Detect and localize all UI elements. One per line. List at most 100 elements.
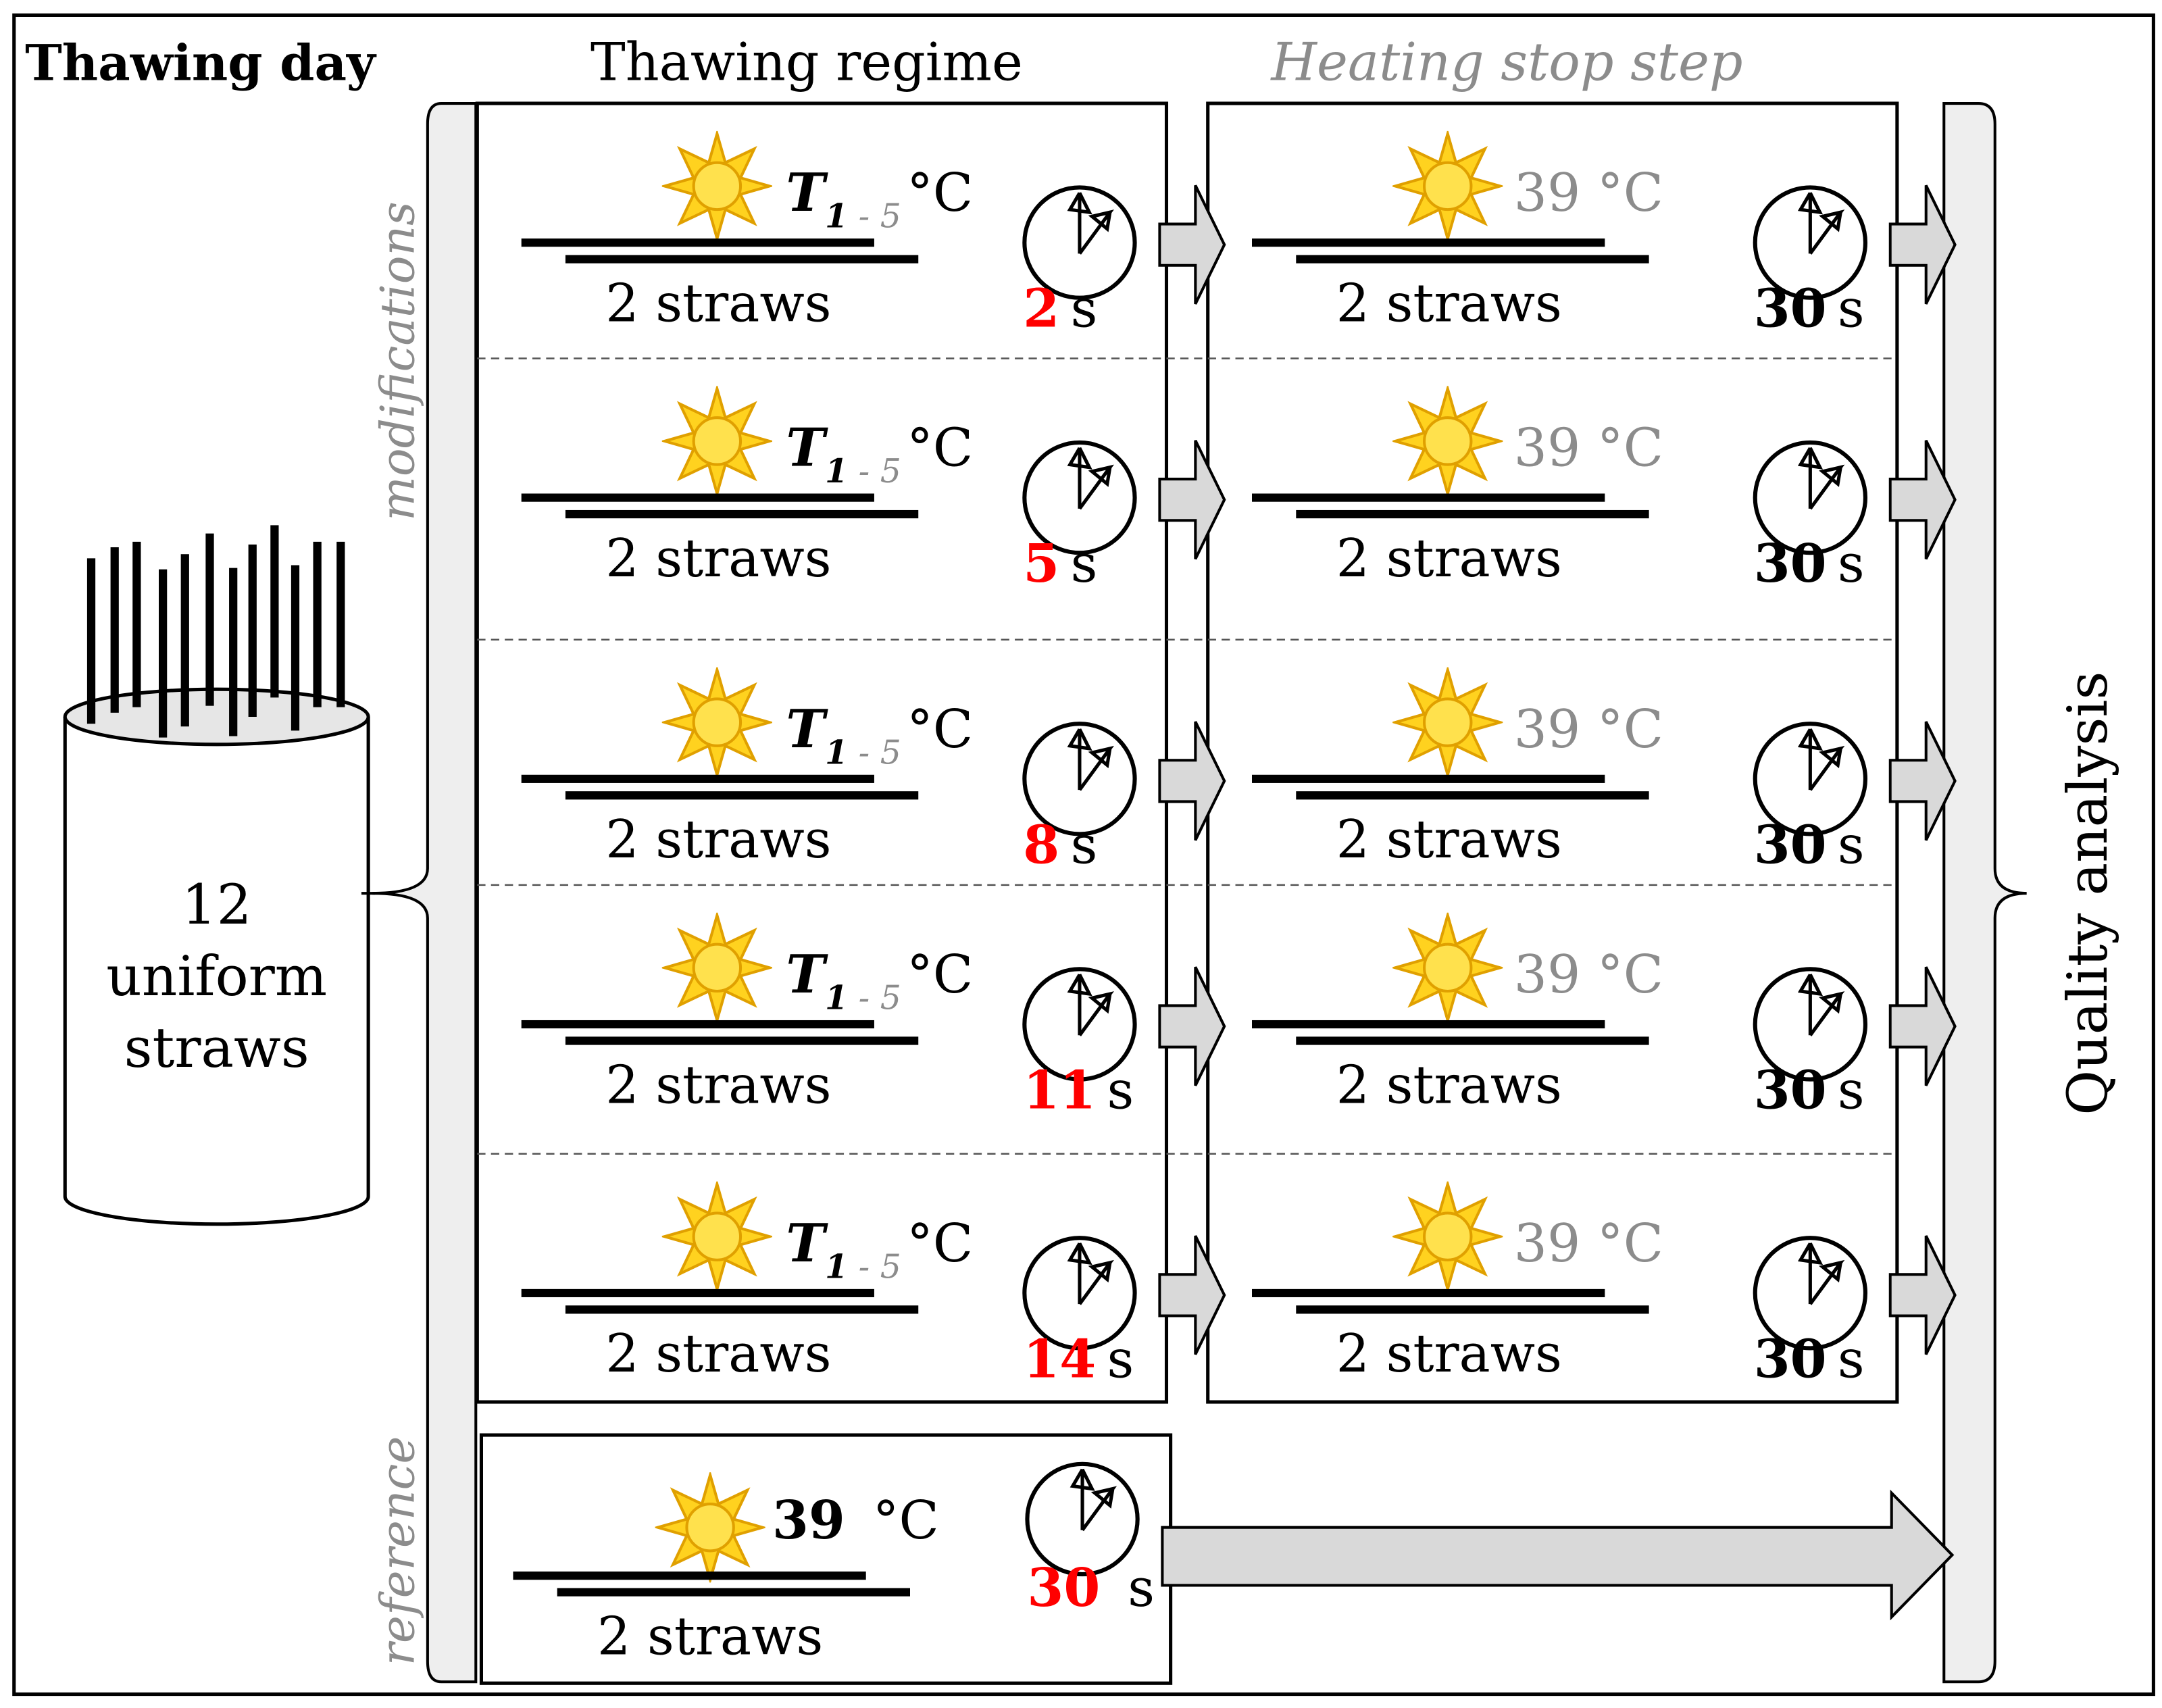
time-unit: s (1838, 534, 1865, 595)
straws-label: 2 straws (1336, 1324, 1562, 1384)
regime-row: T1 - 5 °C2 straws 2 s39 °C2 straws 30 s (521, 134, 1955, 340)
regime-row: T1 - 5 °C2 straws 11 s39 °C2 straws 30 s (521, 915, 1955, 1121)
stop-time-text: 30 s (1754, 278, 1865, 340)
straws-label: 2 straws (1336, 1055, 1562, 1115)
stop-time-value: 30 (1754, 1059, 1827, 1121)
reference-arrow (1161, 1489, 1955, 1621)
stop-time-text: 30 s (1754, 814, 1865, 876)
time-value: 8 (1023, 814, 1059, 876)
sun-icon (1395, 134, 1500, 238)
time-unit: s (1071, 279, 1098, 340)
reference-temp-text: 39 °C (772, 1490, 939, 1551)
temperature-range-text: T1 - 5 °C (786, 699, 973, 772)
time-value: 2 (1023, 278, 1059, 340)
row-dividers (477, 357, 1897, 1155)
time-text: 11 s (1023, 1059, 1134, 1121)
temp-symbol: T (786, 699, 828, 760)
straws-label: 2 straws (605, 528, 831, 589)
stop-temperature-text: 39 °C (1514, 418, 1663, 479)
time-unit: s (1107, 1060, 1134, 1121)
straws-label: 2 straws (605, 809, 831, 870)
time-unit: s (1838, 1329, 1865, 1390)
straws-label: 2 straws (605, 1324, 831, 1384)
right-bracket (1942, 101, 2027, 1684)
stop-time-value: 30 (1754, 533, 1827, 595)
temp-unit: °C (907, 418, 973, 479)
temp-unit: °C (907, 699, 973, 760)
reference-time-unit: s (1128, 1558, 1155, 1619)
temperature-range-text: T1 - 5 °C (786, 162, 973, 235)
stop-temperature-text: 39 °C (1514, 945, 1663, 1005)
sun-icon (665, 670, 770, 775)
temp-subscript-range: - 5 (848, 1247, 901, 1286)
straws-label: 2 straws (605, 1055, 831, 1115)
heating-stop-step-header: Heating stop step (1269, 32, 1742, 93)
stop-temperature-text: 39 °C (1514, 1213, 1663, 1274)
temp-subscript-start: 1 (825, 732, 848, 772)
stop-time-value: 30 (1754, 814, 1827, 876)
reference-row: 39 °C 2 straws 30 s (513, 1464, 1155, 1667)
stop-time-value: 30 (1754, 278, 1827, 340)
time-unit: s (1071, 815, 1098, 876)
time-unit: s (1838, 1060, 1865, 1121)
reference-temp-value: 39 (772, 1490, 845, 1551)
stop-time-text: 30 s (1754, 1328, 1865, 1390)
temp-subscript-range: - 5 (848, 452, 901, 491)
temp-subscript-start: 1 (825, 978, 848, 1018)
sun-icon (665, 1184, 770, 1289)
time-value: 14 (1023, 1328, 1096, 1390)
temp-subscript-start: 1 (825, 451, 848, 491)
time-unit: s (1107, 1329, 1134, 1390)
temp-subscript-range: - 5 (848, 197, 901, 236)
temperature-range-text: T1 - 5 °C (786, 1213, 973, 1286)
regime-row: T1 - 5 °C2 straws 5 s39 °C2 straws 30 s (521, 388, 1955, 595)
temp-unit: °C (907, 1213, 973, 1274)
regime-rows: T1 - 5 °C2 straws 2 s39 °C2 straws 30 sT1 - 5… (521, 134, 1955, 1390)
stop-time-text: 30 s (1754, 1059, 1865, 1121)
temperature-range-text: T1 - 5 °C (786, 418, 973, 491)
temp-symbol: T (786, 1213, 828, 1274)
time-value: 5 (1023, 533, 1059, 595)
container-count: 12 (182, 873, 252, 937)
sun-icon (658, 1475, 763, 1580)
sun-icon (1395, 1184, 1500, 1289)
sun-icon (665, 388, 770, 493)
regime-row: T1 - 5 °C2 straws 14 s39 °C2 straws 30 s (521, 1184, 1955, 1390)
stop-time-text: 30 s (1754, 533, 1865, 595)
straws-label: 2 straws (1336, 809, 1562, 870)
modifications-label: modifications (371, 201, 425, 521)
container-straws (86, 525, 345, 738)
sun-icon (1395, 670, 1500, 775)
sun-icon (665, 134, 770, 238)
time-unit: s (1838, 815, 1865, 876)
sun-icon (665, 915, 770, 1020)
outer-frame (12, 13, 2155, 1697)
sun-icon (1395, 388, 1500, 493)
straws-label: 2 straws (1336, 528, 1562, 589)
quality-analysis-label: Quality analysis (2056, 672, 2120, 1115)
regime-row: T1 - 5 °C2 straws 8 s39 °C2 straws 30 s (521, 670, 1955, 876)
thawing-day-title: Thawing day (25, 34, 377, 92)
time-unit: s (1838, 279, 1865, 340)
temp-subscript-start: 1 (825, 197, 848, 236)
temp-symbol: T (786, 162, 828, 224)
straw-container: 12 uniform straws (63, 525, 370, 1226)
thawing-regime-header: Thawing regime (590, 32, 1023, 93)
temp-unit: °C (907, 163, 973, 224)
stop-temperature-text: 39 °C (1514, 699, 1663, 760)
temp-symbol: T (786, 944, 828, 1005)
reference-time-text: 30 s (1027, 1557, 1155, 1619)
temp-subscript-start: 1 (825, 1247, 848, 1286)
reference-straws-label: 2 straws (597, 1606, 823, 1667)
temp-subscript-range: - 5 (848, 979, 901, 1018)
stop-time-value: 30 (1754, 1328, 1827, 1390)
stop-temperature-text: 39 °C (1514, 163, 1663, 224)
time-unit: s (1071, 534, 1098, 595)
temperature-range-text: T1 - 5 °C (786, 944, 973, 1017)
temp-symbol: T (786, 418, 828, 479)
temp-unit: °C (907, 945, 973, 1005)
container-line1: uniform (106, 945, 327, 1009)
